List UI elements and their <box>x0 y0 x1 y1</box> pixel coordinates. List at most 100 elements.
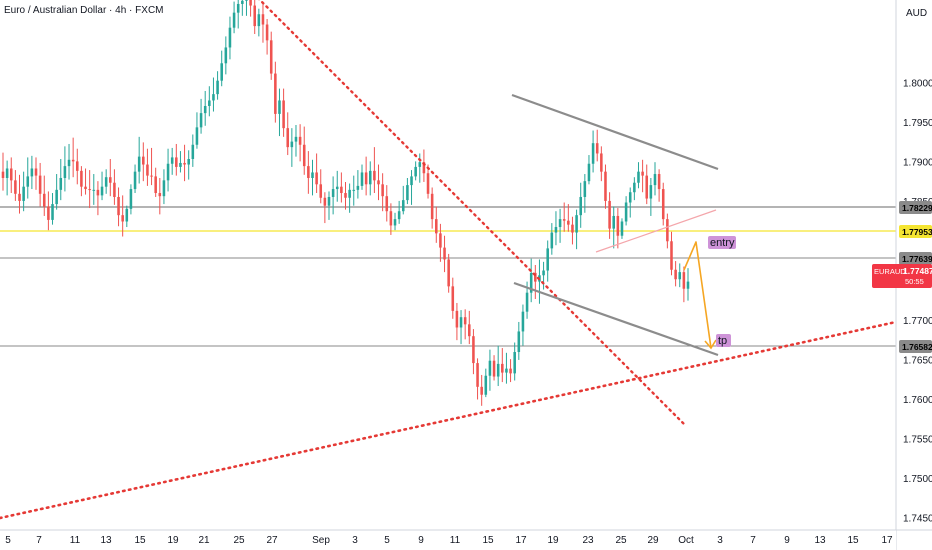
pink-trendline[interactable] <box>595 209 717 253</box>
tp-label[interactable]: tp <box>718 335 727 347</box>
price-tick-6: 1.76000 <box>903 395 932 406</box>
candle-body-41 <box>170 157 174 164</box>
candle-153 <box>633 177 636 201</box>
candle-body-13 <box>55 189 58 205</box>
candle-body-81 <box>335 186 339 190</box>
candle-body-106 <box>439 233 442 248</box>
candle-135 <box>558 208 562 243</box>
candle-156 <box>645 164 649 205</box>
candle-body-132 <box>546 248 549 271</box>
candle-52 <box>216 71 219 100</box>
time-tick-6: 21 <box>198 535 210 546</box>
candle-body-26 <box>109 177 112 183</box>
price-tick-9: 1.74500 <box>903 514 932 525</box>
candle-body-46 <box>191 144 195 159</box>
ascending-dotted-trendline[interactable] <box>0 320 898 520</box>
candle-3 <box>14 170 17 201</box>
price-marker-1-76582-text: 1.76582 <box>902 342 932 352</box>
candle-126 <box>521 304 525 346</box>
chart-title: Euro / Australian Dollar · 4h · FXCM <box>4 5 164 16</box>
candle-body-67 <box>278 100 281 114</box>
descending-dotted-trendline[interactable] <box>258 0 688 428</box>
candle-73 <box>302 126 306 175</box>
candle-body-112 <box>463 317 467 325</box>
projection-arrowhead <box>704 339 717 350</box>
candle-98 <box>406 177 409 205</box>
time-tick-17: 23 <box>582 535 594 546</box>
candle-41 <box>170 147 174 175</box>
time-tick-22: 7 <box>750 535 756 546</box>
candle-body-143 <box>591 143 595 164</box>
candle-146 <box>604 164 607 209</box>
projection-arrow-path[interactable] <box>683 241 712 349</box>
time-tick-18: 25 <box>615 535 627 546</box>
candle-body-151 <box>624 202 628 222</box>
price-tick-5: 1.76500 <box>903 355 932 366</box>
price-marker-1-76582: 1.76582 <box>899 340 932 353</box>
candle-142 <box>587 155 591 185</box>
candle-95 <box>393 212 397 231</box>
candle-body-150 <box>620 221 624 236</box>
candle-body-107 <box>443 247 446 260</box>
time-tick-8: 27 <box>266 535 278 546</box>
candle-129 <box>534 265 537 300</box>
candle-21 <box>88 170 91 209</box>
candle-104 <box>430 187 434 229</box>
candle-body-118 <box>488 360 492 376</box>
candle-body-148 <box>612 215 616 229</box>
candle-75 <box>311 159 314 196</box>
candle-128 <box>529 258 533 303</box>
candle-1 <box>5 160 9 196</box>
candle-body-108 <box>447 259 450 287</box>
candle-162 <box>670 231 673 276</box>
candle-133 <box>550 223 554 255</box>
candle-143 <box>591 130 595 173</box>
candle-157 <box>649 177 653 216</box>
candle-120 <box>496 345 500 387</box>
candle-14 <box>59 159 63 201</box>
candle-23 <box>96 181 100 216</box>
time-tick-20: Oct <box>678 535 694 546</box>
candle-body-11 <box>47 206 50 220</box>
candle-body-22 <box>92 189 96 191</box>
candle-body-125 <box>517 331 521 353</box>
channel-lower-line[interactable] <box>513 281 719 357</box>
price-marker-1-77953: 1.77953 <box>899 225 932 238</box>
candle-63 <box>261 3 265 43</box>
candle-155 <box>641 159 644 193</box>
time-tick-5: 19 <box>167 535 179 546</box>
candle-body-42 <box>175 157 178 167</box>
candle-17 <box>71 137 75 178</box>
candle-36 <box>150 147 153 186</box>
candle-body-53 <box>220 63 223 81</box>
candle-body-87 <box>360 172 364 186</box>
candle-160 <box>661 182 665 226</box>
candle-97 <box>401 185 405 215</box>
candle-body-134 <box>554 227 558 233</box>
candle-body-51 <box>212 94 215 101</box>
candle-body-116 <box>480 386 483 395</box>
candle-154 <box>637 162 640 189</box>
candle-27 <box>113 169 116 205</box>
candle-19 <box>80 166 83 197</box>
candle-48 <box>199 98 203 134</box>
candle-9 <box>38 162 42 207</box>
candle-body-62 <box>257 14 261 27</box>
current-price-marker[interactable]: EURAUD 1.77487 50:55 <box>872 264 932 288</box>
candle-body-120 <box>496 363 500 377</box>
candle-body-129 <box>534 272 537 282</box>
candle-body-44 <box>183 162 186 165</box>
candle-body-100 <box>414 166 417 177</box>
candle-body-25 <box>104 177 108 187</box>
candle-body-60 <box>249 0 252 6</box>
candle-body-21 <box>88 189 91 191</box>
candle-body-86 <box>356 185 360 190</box>
candle-body-29 <box>121 215 124 222</box>
candle-65 <box>269 31 273 80</box>
candle-24 <box>100 171 104 201</box>
channel-upper-line[interactable] <box>511 93 719 171</box>
candle-body-164 <box>678 272 682 280</box>
candle-body-55 <box>228 27 232 48</box>
entry-label[interactable]: entry <box>710 237 735 249</box>
